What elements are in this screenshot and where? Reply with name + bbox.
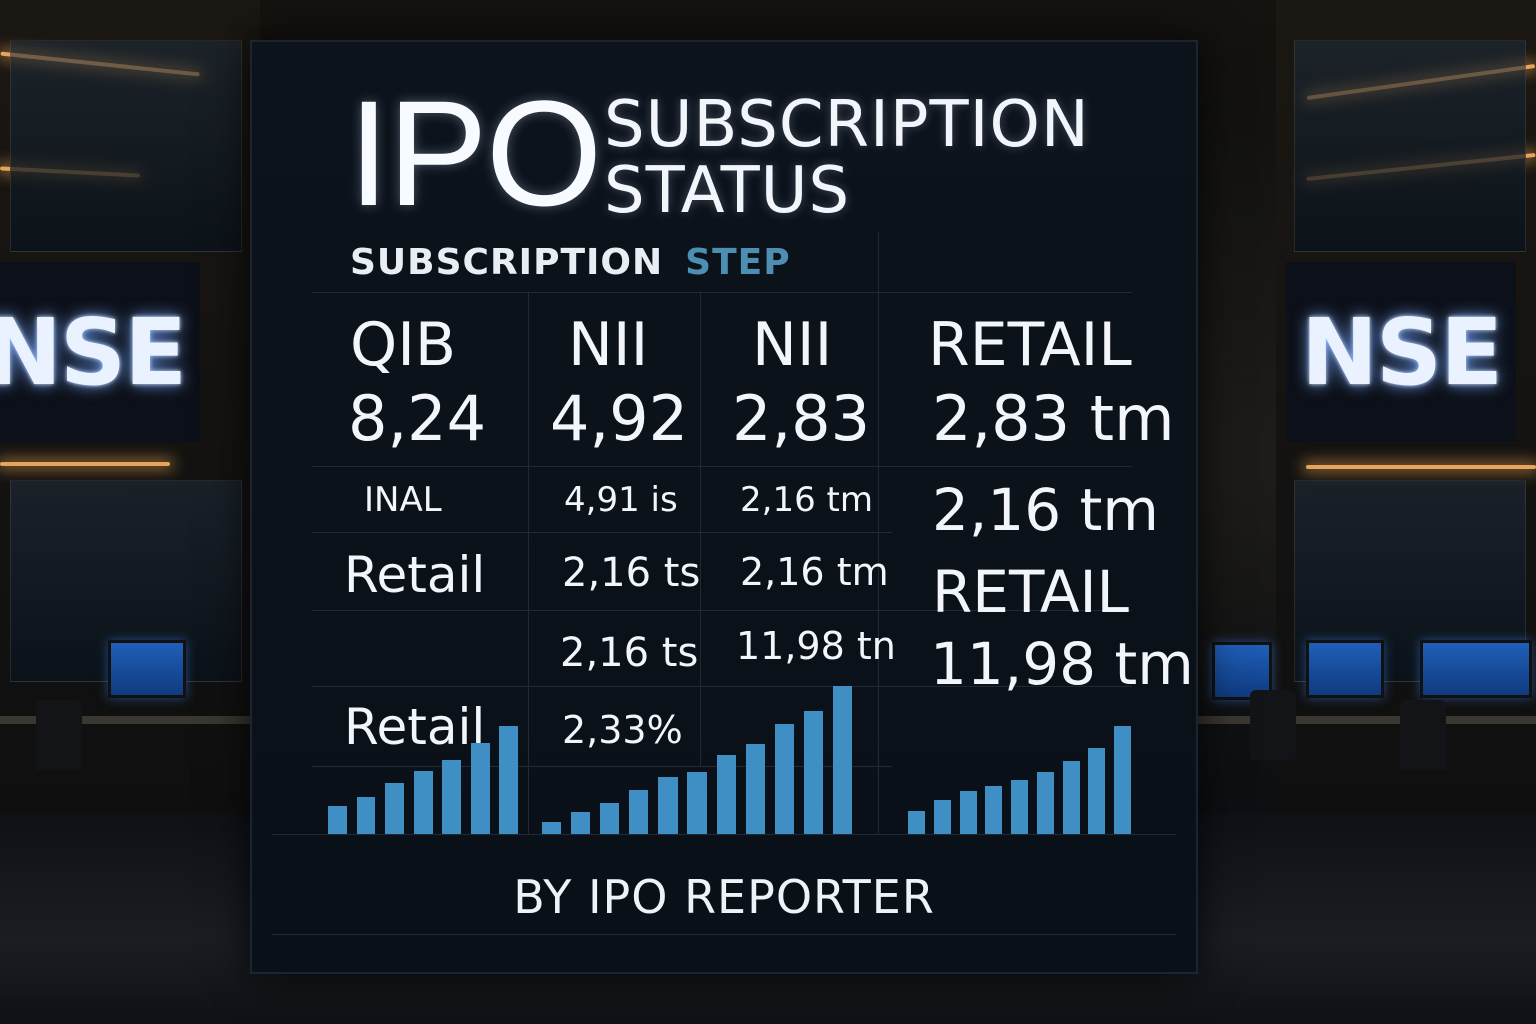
board-footer: BY IPO REPORTER bbox=[513, 870, 935, 924]
grid-line bbox=[878, 232, 879, 834]
chart-0-bar-1 bbox=[356, 797, 376, 834]
col-header-retail: RETAIL bbox=[928, 310, 1132, 380]
grid-line bbox=[272, 834, 1176, 835]
col-value-retail: 2,83 tm bbox=[932, 382, 1175, 455]
chart-2-bar-5 bbox=[1036, 771, 1054, 834]
chair bbox=[1400, 700, 1446, 770]
row-label-retail-2: Retail bbox=[344, 698, 486, 756]
cell-r4-c2: 2,33% bbox=[562, 708, 683, 752]
chart-1-bar-5 bbox=[687, 771, 707, 834]
nse-sign-left-text: NSE bbox=[0, 298, 187, 406]
monitor bbox=[1420, 640, 1532, 698]
chart-0-bar-2 bbox=[385, 782, 404, 834]
bar-chart-right bbox=[908, 722, 1140, 834]
col-header-nii-1: NII bbox=[568, 310, 649, 380]
cell-r1-c3: 2,16 tm bbox=[740, 480, 873, 520]
grid-line bbox=[312, 292, 1132, 293]
bar-chart-left bbox=[328, 722, 528, 834]
grid-line bbox=[312, 532, 892, 533]
chart-2-bar-6 bbox=[1062, 760, 1080, 834]
grid-line bbox=[312, 686, 1132, 687]
chart-1-bar-0 bbox=[542, 822, 562, 834]
nse-sign-left: NSE bbox=[0, 262, 200, 442]
chair bbox=[36, 700, 82, 770]
chart-0-bar-0 bbox=[328, 805, 347, 834]
cell-r2-c3: 2,16 tm bbox=[740, 550, 889, 594]
subhead: SUBSCRIPTION STEP bbox=[350, 242, 791, 283]
chart-1-bar-8 bbox=[774, 724, 794, 834]
chart-0-bar-3 bbox=[413, 771, 433, 834]
cell-r3-c4: 11,98 tm bbox=[930, 630, 1194, 698]
chart-2-bar-4 bbox=[1011, 780, 1029, 834]
desk bbox=[0, 716, 250, 724]
grid-line bbox=[312, 466, 1132, 467]
row-label-inal: INAL bbox=[364, 480, 442, 520]
chart-1-bar-1 bbox=[571, 812, 591, 834]
chart-2-bar-8 bbox=[1114, 726, 1132, 834]
col-value-nii-1: 4,92 bbox=[550, 382, 689, 455]
grid-line bbox=[312, 610, 1132, 611]
col-value-nii-2: 2,83 bbox=[732, 382, 871, 455]
col-header-nii-2: NII bbox=[752, 310, 833, 380]
monitor bbox=[108, 640, 186, 698]
chart-2-bar-3 bbox=[985, 786, 1003, 834]
glass-panel bbox=[1294, 40, 1526, 252]
chart-1-bar-4 bbox=[658, 777, 678, 834]
board-title-ipo: IPO bbox=[348, 69, 602, 237]
grid-line bbox=[312, 766, 892, 767]
light-strip bbox=[1306, 465, 1536, 469]
subhead-label: SUBSCRIPTION bbox=[350, 242, 664, 283]
chart-1-bar-2 bbox=[600, 802, 620, 834]
chart-2-bar-0 bbox=[908, 810, 925, 834]
chair bbox=[1250, 690, 1296, 760]
cell-r2-c4: RETAIL bbox=[932, 558, 1129, 626]
nse-sign-right-text: NSE bbox=[1300, 298, 1503, 406]
cell-r3-c2: 2,16 ts bbox=[560, 630, 699, 676]
chart-1-bar-6 bbox=[716, 755, 736, 834]
chart-2-bar-1 bbox=[933, 800, 951, 834]
col-value-qib: 8,24 bbox=[348, 382, 487, 455]
board-title-line2: STATUS bbox=[604, 154, 851, 228]
subhead-step: STEP bbox=[685, 242, 791, 283]
cell-r2-c2: 2,16 ts bbox=[562, 550, 701, 596]
chart-1-bar-3 bbox=[629, 790, 649, 834]
chart-2-bar-2 bbox=[959, 790, 977, 834]
grid-line bbox=[700, 292, 701, 766]
glass-panel bbox=[10, 40, 242, 252]
chart-0-bar-6 bbox=[499, 726, 519, 834]
light-strip bbox=[0, 462, 170, 466]
col-header-qib: QIB bbox=[350, 310, 457, 380]
grid-line bbox=[528, 292, 529, 834]
row-label-retail-1: Retail bbox=[344, 546, 486, 604]
desk bbox=[1196, 716, 1536, 724]
chart-0-bar-4 bbox=[442, 760, 462, 834]
board-title-subtitle: SUBSCRIPTION STATUS bbox=[604, 92, 1090, 224]
chart-1-bar-7 bbox=[745, 743, 765, 834]
cell-r1-c2: 4,91 is bbox=[564, 480, 678, 520]
cell-r3-c3: 11,98 tn bbox=[736, 624, 896, 668]
monitor bbox=[1306, 640, 1384, 698]
chart-1-bar-9 bbox=[803, 711, 823, 834]
board-title-line1: SUBSCRIPTION bbox=[604, 88, 1090, 162]
nse-sign-right: NSE bbox=[1286, 262, 1516, 442]
ipo-status-board: IPO SUBSCRIPTION STATUS SUBSCRIPTION STEP… bbox=[250, 40, 1198, 974]
bar-chart-middle bbox=[542, 682, 862, 834]
chart-1-bar-10 bbox=[832, 686, 853, 834]
cell-r1-c4: 2,16 tm bbox=[932, 476, 1159, 544]
chart-0-bar-5 bbox=[470, 743, 490, 834]
grid-line bbox=[272, 934, 1176, 935]
chart-2-bar-7 bbox=[1088, 748, 1106, 834]
